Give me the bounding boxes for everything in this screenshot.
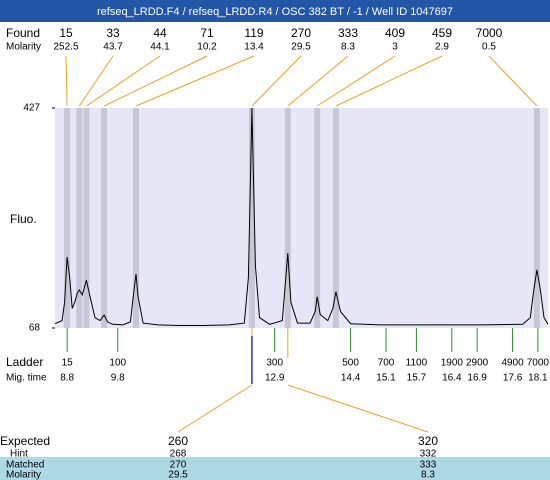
found-molarity: 43.7: [103, 42, 123, 53]
peak-connector: [287, 55, 349, 107]
peak-band: [314, 108, 321, 328]
ladder-time: 16.4: [442, 373, 462, 384]
found-molarity: 3: [392, 42, 398, 53]
found-value: 7000: [476, 26, 503, 40]
peak-band: [76, 108, 83, 328]
ladder-size: 300: [266, 358, 283, 369]
expected-connector: [287, 384, 429, 433]
ladder-time: 8.8: [60, 373, 74, 384]
ladder-time: 17.6: [503, 373, 523, 384]
ladder-size: 1100: [406, 358, 428, 369]
ladder-time: 16.9: [467, 373, 487, 384]
ladder-time: 15.7: [407, 373, 427, 384]
ladder-size: 4900: [501, 358, 524, 369]
exp-molarity-label: Molarity: [6, 470, 41, 480]
ladder-label: Ladder: [6, 355, 43, 369]
peak-connector: [251, 55, 302, 107]
title-bar: [0, 0, 550, 22]
found-value: 333: [338, 26, 358, 40]
ladder-time: 12.9: [265, 373, 285, 384]
mig-time-label: Mig. time: [6, 373, 47, 384]
found-molarity: 29.5: [291, 42, 311, 53]
peak-band: [83, 108, 90, 328]
hint-value: 268: [170, 449, 187, 460]
y-axis-label: Fluo.: [10, 212, 37, 226]
found-molarity: 2.9: [435, 42, 449, 53]
peak-connector: [135, 55, 255, 107]
expected-molarity: 8.3: [421, 470, 435, 480]
found-molarity: 8.3: [341, 42, 355, 53]
ladder-time: 15.1: [376, 373, 396, 384]
found-value: 33: [106, 26, 120, 40]
expected-molarity: 29.5: [168, 470, 188, 480]
found-value: 44: [153, 26, 167, 40]
peak-band: [101, 108, 108, 328]
y-tick-label: 427: [23, 103, 40, 114]
found-molarity: 252.5: [53, 42, 78, 53]
hint-label: Hint: [10, 449, 28, 460]
peak-band: [533, 108, 540, 328]
peak-connector: [86, 55, 161, 107]
matched-value: 333: [420, 460, 437, 471]
ladder-size: 100: [109, 358, 126, 369]
peak-band: [332, 108, 339, 328]
matched-value: 270: [170, 460, 187, 471]
molarity-label: Molarity: [6, 42, 41, 53]
ladder-time: 9.8: [111, 373, 125, 384]
expected-value: 320: [418, 434, 438, 448]
peak-band: [248, 108, 255, 328]
ladder-size: 700: [378, 358, 395, 369]
ladder-time: 18.1: [528, 373, 548, 384]
ladder-size: 1900: [441, 358, 464, 369]
y-tick-label: 68: [29, 323, 41, 334]
peak-connector: [316, 55, 396, 107]
found-value: 71: [200, 26, 214, 40]
expected-value: 260: [168, 434, 188, 448]
ladder-size: 15: [62, 358, 74, 369]
found-molarity: 44.1: [150, 42, 170, 53]
found-molarity: 10.2: [197, 42, 217, 53]
ladder-size: 7000: [527, 358, 550, 369]
ladder-size: 2900: [466, 358, 489, 369]
peak-band: [64, 108, 71, 328]
peak-connector: [65, 55, 68, 107]
peak-connector: [103, 55, 208, 107]
trace: [54, 107, 549, 326]
found-value: 270: [291, 26, 311, 40]
ladder-time: 14.4: [341, 373, 361, 384]
expected-connector: [177, 384, 253, 433]
plot-area: [55, 108, 548, 328]
expected-label: Expected: [0, 434, 50, 448]
peak-band: [284, 108, 291, 328]
peak-connector: [335, 55, 443, 107]
found-molarity: 13.4: [244, 42, 264, 53]
matched-label: Matched: [6, 460, 44, 471]
highlight-rows: [0, 457, 550, 480]
found-label: Found: [6, 26, 40, 40]
found-value: 119: [244, 26, 263, 40]
peak-connector: [488, 55, 538, 107]
found-value: 409: [385, 26, 405, 40]
found-value: 15: [59, 26, 73, 40]
found-value: 459: [432, 26, 452, 40]
hint-value: 332: [420, 449, 437, 460]
chart-title: refseq_LRDD.F4 / refseq_LRDD.R4 / OSC 38…: [97, 6, 453, 18]
ladder-size: 500: [342, 358, 359, 369]
found-molarity: 0.5: [482, 42, 496, 53]
peak-band: [132, 108, 139, 328]
peak-connector: [78, 55, 114, 107]
